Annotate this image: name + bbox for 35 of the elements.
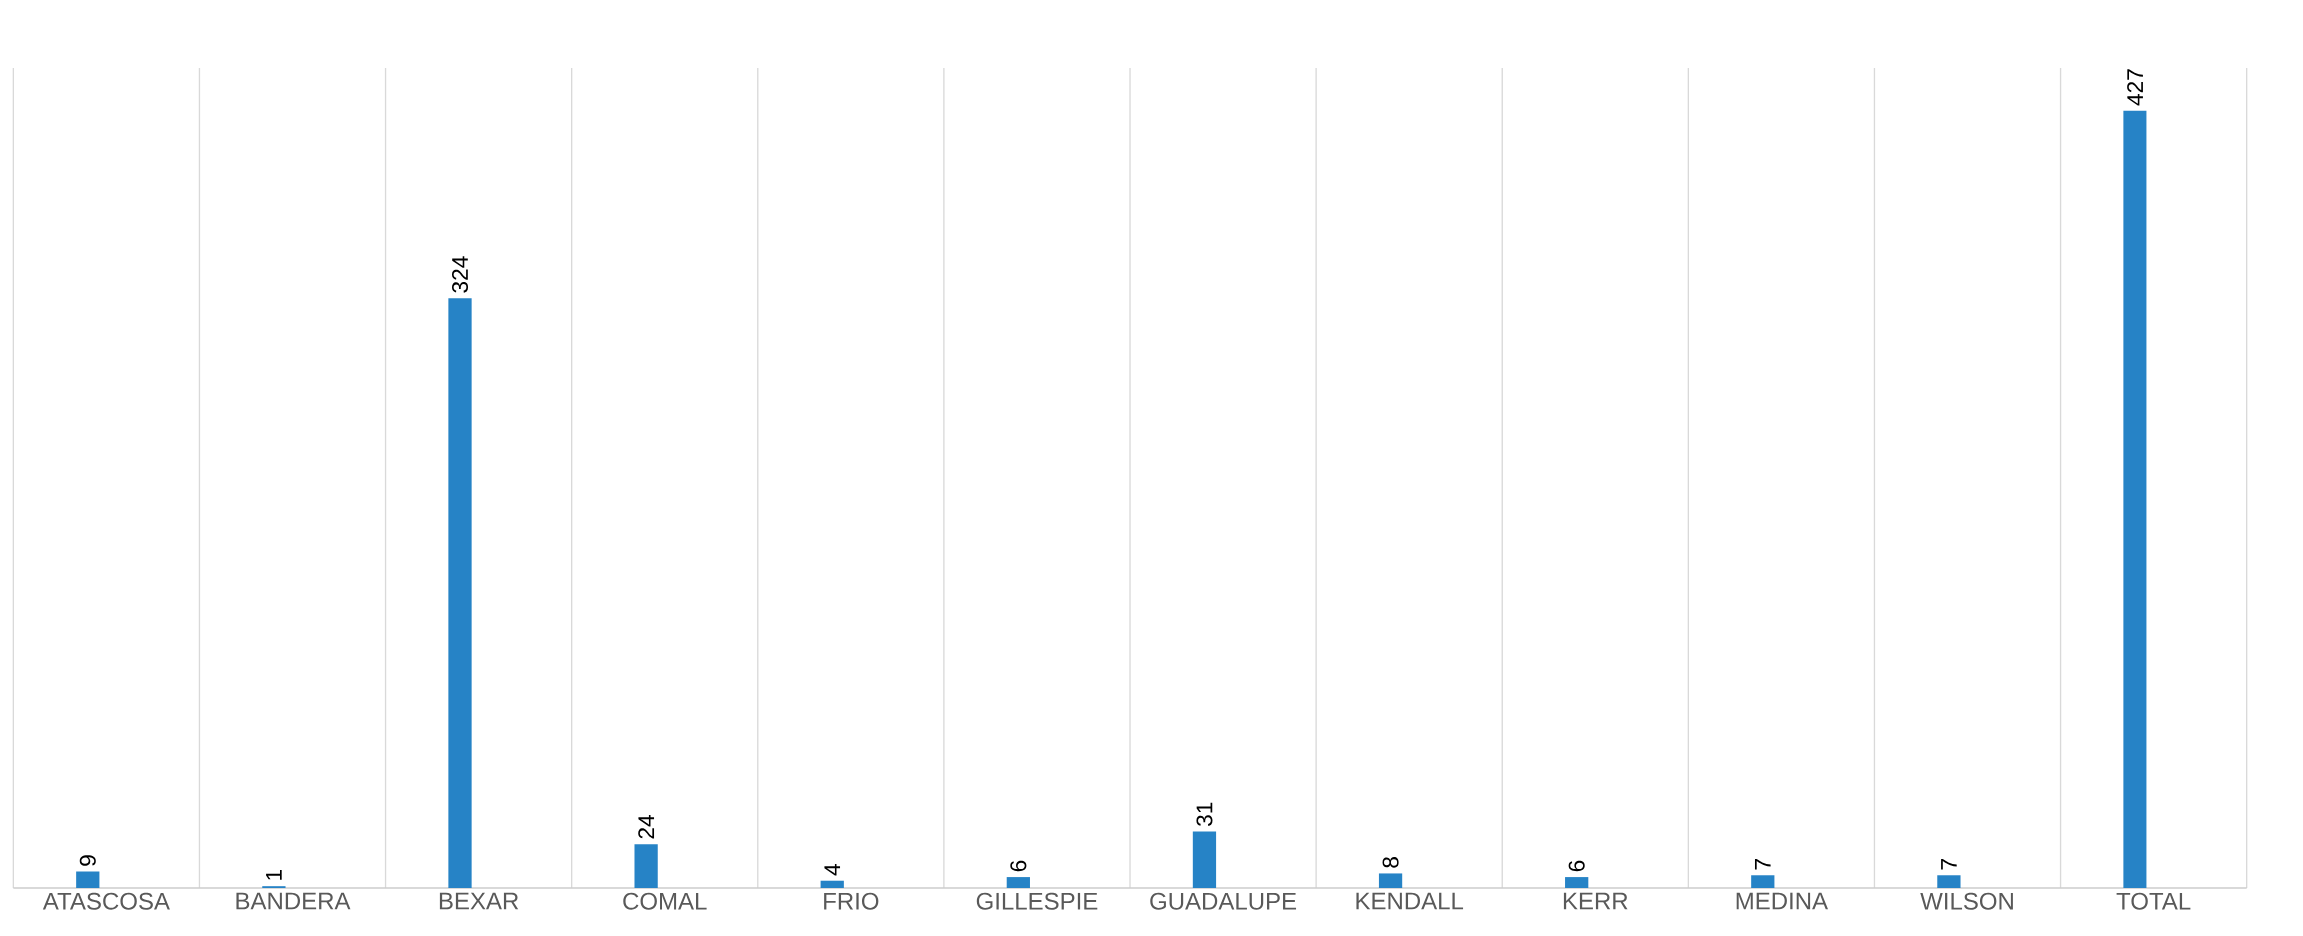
bar — [1937, 875, 1961, 888]
data-label: 4 — [824, 864, 841, 876]
x-tick-label: FRIO — [824, 892, 879, 910]
data-label: 9 — [79, 855, 96, 866]
data-label: 7 — [1754, 859, 1771, 870]
x-tick-label: GUADALUPE — [1150, 892, 1297, 910]
bar — [1565, 877, 1589, 888]
data-label: 427 — [2127, 69, 2143, 106]
x-tick-label: GILLESPIE — [976, 892, 1098, 910]
x-tick-label: ATASCOSA — [42, 892, 170, 910]
x-tick-label: WILSON — [1920, 892, 2013, 910]
data-label: 31 — [1196, 802, 1213, 826]
bar — [1378, 873, 1403, 888]
x-tick-label: TOTAL — [2116, 892, 2191, 910]
x-tick-label: BANDERA — [236, 892, 351, 910]
x-tick-label: COMAL — [623, 892, 707, 910]
bar — [820, 880, 844, 888]
bar — [76, 871, 100, 888]
data-label: 6 — [1568, 860, 1585, 872]
x-tick-label: KENDALL — [1356, 892, 1464, 910]
bar — [1192, 831, 1217, 888]
x-tick-label: BEXAR — [439, 892, 519, 910]
bar — [1751, 875, 1775, 888]
data-label: 7 — [1941, 859, 1957, 870]
data-label: 1 — [266, 869, 282, 880]
data-label: 324 — [451, 256, 469, 293]
x-tick-label: KERR — [1563, 892, 1628, 910]
bar — [1006, 877, 1030, 888]
bar — [448, 298, 472, 888]
data-label: 24 — [638, 815, 655, 839]
bar — [2123, 110, 2147, 888]
data-label: 8 — [1382, 857, 1399, 868]
data-label: 6 — [1010, 860, 1027, 872]
x-tick-label: MEDINA — [1736, 892, 1829, 910]
bar — [634, 844, 658, 888]
